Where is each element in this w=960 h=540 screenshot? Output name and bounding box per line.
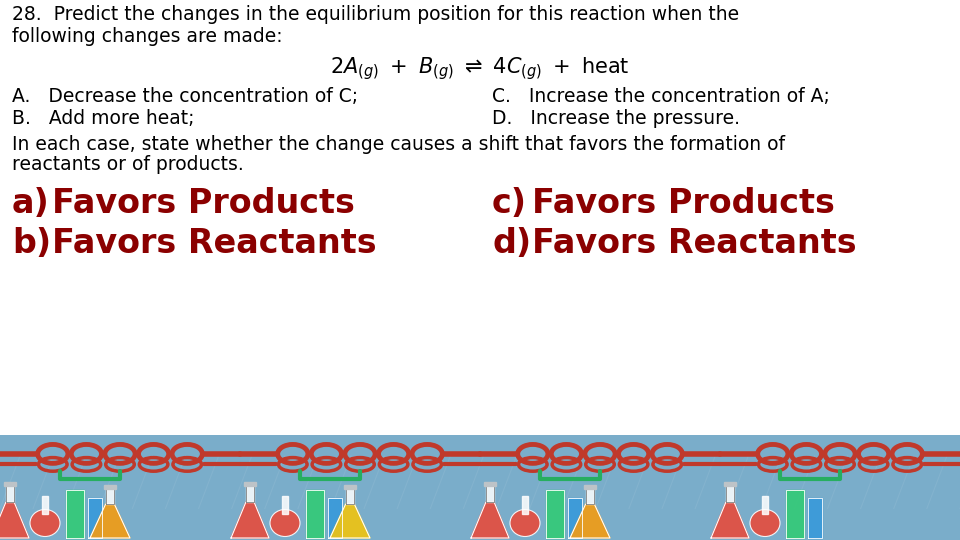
Polygon shape — [306, 490, 324, 538]
Polygon shape — [724, 482, 736, 486]
Text: Favors Products: Favors Products — [52, 187, 355, 220]
Polygon shape — [346, 489, 354, 504]
Polygon shape — [471, 502, 509, 538]
Text: c): c) — [492, 187, 527, 220]
Polygon shape — [570, 504, 610, 538]
Polygon shape — [104, 484, 116, 489]
Text: Favors Products: Favors Products — [532, 187, 835, 220]
Text: b): b) — [12, 227, 51, 260]
Polygon shape — [344, 484, 356, 489]
Bar — [0, 435, 960, 540]
Polygon shape — [586, 489, 594, 504]
Text: d): d) — [492, 227, 531, 260]
Text: D.   Increase the pressure.: D. Increase the pressure. — [492, 109, 740, 128]
Text: A.   Decrease the concentration of C;: A. Decrease the concentration of C; — [12, 87, 358, 106]
Polygon shape — [90, 504, 130, 538]
Polygon shape — [330, 504, 370, 538]
Polygon shape — [762, 496, 768, 514]
Polygon shape — [88, 498, 102, 538]
Text: Favors Reactants: Favors Reactants — [52, 227, 376, 260]
Polygon shape — [106, 489, 114, 504]
Polygon shape — [786, 490, 804, 538]
Ellipse shape — [270, 510, 300, 537]
Polygon shape — [711, 502, 749, 538]
Polygon shape — [244, 482, 256, 486]
Polygon shape — [42, 496, 48, 514]
Polygon shape — [808, 498, 822, 538]
Text: following changes are made:: following changes are made: — [12, 27, 282, 46]
Polygon shape — [246, 486, 254, 502]
Polygon shape — [0, 502, 29, 538]
Polygon shape — [66, 490, 84, 538]
Polygon shape — [726, 486, 734, 502]
Text: $2A_{(g)}\ +\ B_{(g)}\ \rightleftharpoons\ 4C_{(g)}\ +\ \mathregular{heat}$: $2A_{(g)}\ +\ B_{(g)}\ \rightleftharpoon… — [330, 55, 630, 82]
Polygon shape — [328, 498, 342, 538]
Polygon shape — [484, 482, 496, 486]
Polygon shape — [522, 496, 528, 514]
Polygon shape — [568, 498, 582, 538]
Text: B.   Add more heat;: B. Add more heat; — [12, 109, 195, 128]
Text: C.   Increase the concentration of A;: C. Increase the concentration of A; — [492, 87, 829, 106]
Polygon shape — [231, 502, 269, 538]
Text: reactants or of products.: reactants or of products. — [12, 155, 244, 174]
Text: 28.  Predict the changes in the equilibrium position for this reaction when the: 28. Predict the changes in the equilibri… — [12, 5, 739, 24]
Polygon shape — [546, 490, 564, 538]
Polygon shape — [6, 486, 14, 502]
Polygon shape — [4, 482, 16, 486]
Ellipse shape — [30, 510, 60, 537]
Text: a): a) — [12, 187, 50, 220]
Ellipse shape — [750, 510, 780, 537]
Text: In each case, state whether the change causes a shift that favors the formation : In each case, state whether the change c… — [12, 135, 785, 154]
Polygon shape — [486, 486, 494, 502]
Ellipse shape — [510, 510, 540, 537]
Polygon shape — [584, 484, 596, 489]
Polygon shape — [282, 496, 288, 514]
Text: Favors Reactants: Favors Reactants — [532, 227, 856, 260]
